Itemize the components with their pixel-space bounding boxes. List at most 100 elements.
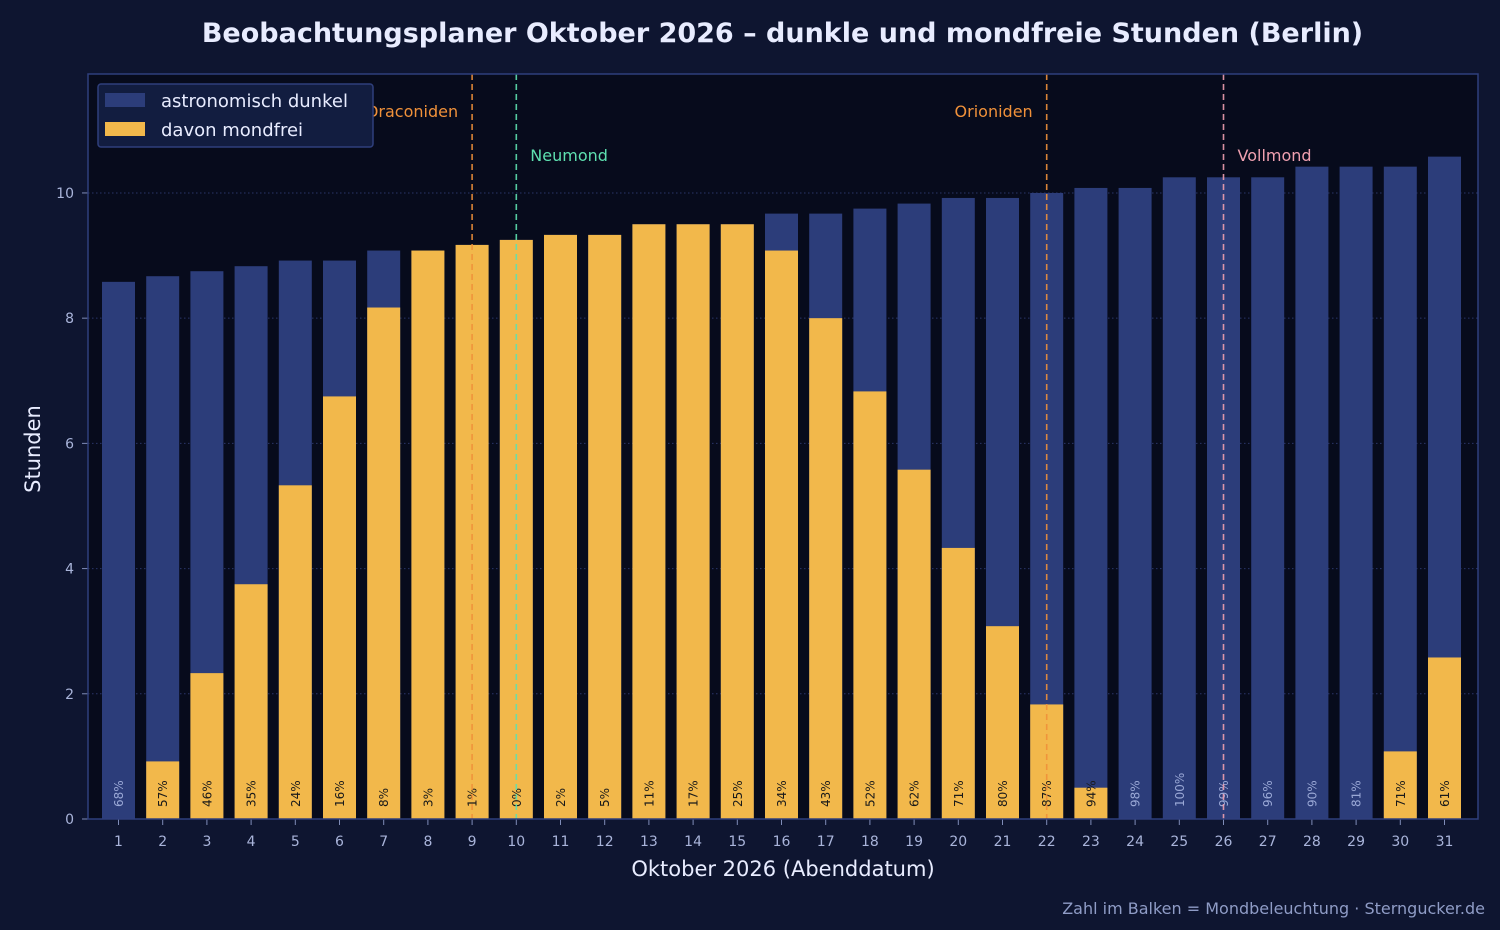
x-tick-label: 11 xyxy=(552,834,570,850)
x-axis-label: Oktober 2026 (Abenddatum) xyxy=(631,857,934,881)
bar-moonfree xyxy=(1428,657,1461,819)
bar-moonfree xyxy=(234,584,268,819)
x-tick-label: 15 xyxy=(728,834,746,850)
y-tick-label: 0 xyxy=(65,812,74,828)
moon-illumination-label: 2% xyxy=(554,788,568,807)
bar-moonfree xyxy=(323,396,356,819)
legend-label-moonfree: davon mondfrei xyxy=(161,120,303,141)
legend-box xyxy=(97,83,374,148)
bar-moonfree xyxy=(278,485,312,819)
x-tick-label: 13 xyxy=(640,834,658,850)
x-tick-label: 24 xyxy=(1126,834,1144,850)
moon-illumination-label: 90% xyxy=(1305,780,1319,807)
legend-label-dark: astronomisch dunkel xyxy=(161,91,348,112)
x-tick-label: 31 xyxy=(1436,834,1454,850)
bar-dark xyxy=(102,281,135,819)
moon-illumination-label: 80% xyxy=(996,780,1010,807)
x-tick-label: 10 xyxy=(507,834,525,850)
x-tick-label: 18 xyxy=(861,834,879,850)
x-tick-label: 21 xyxy=(994,834,1012,850)
legend: astronomisch dunkel davon mondfrei xyxy=(97,83,374,148)
bar-moonfree xyxy=(544,234,577,819)
moon-illumination-label: 3% xyxy=(421,788,435,807)
bar-moonfree xyxy=(1383,751,1417,819)
plot-frame xyxy=(87,73,1479,820)
moon-illumination-label: 99% xyxy=(1217,780,1231,807)
moon-illumination-label: 11% xyxy=(642,780,656,807)
moon-illumination-label: 87% xyxy=(1040,780,1054,807)
x-tick-label: 6 xyxy=(335,834,344,850)
y-tick-label: 10 xyxy=(56,186,74,202)
x-tick-label: 16 xyxy=(773,834,791,850)
x-tick-label: 9 xyxy=(468,834,477,850)
x-tick-label: 26 xyxy=(1215,834,1233,850)
bar-dark xyxy=(1118,187,1152,820)
bar-moonfree xyxy=(367,307,401,819)
legend-swatch-dark xyxy=(105,93,145,107)
chart-title: Beobachtungsplaner Oktober 2026 – dunkle… xyxy=(201,18,1364,49)
x-tick-label: 2 xyxy=(158,834,167,850)
x-tick-label: 25 xyxy=(1170,834,1188,850)
bar-moonfree xyxy=(588,234,622,819)
moon-illumination-label: 94% xyxy=(1084,780,1098,807)
bar-dark xyxy=(1339,166,1373,819)
y-tick-label: 4 xyxy=(65,562,74,578)
bar-dark xyxy=(1295,166,1329,819)
x-tick-label: 27 xyxy=(1259,834,1277,850)
bar-moonfree xyxy=(411,250,445,820)
event-label: Orioniden xyxy=(955,102,1033,121)
moon-illumination-label: 24% xyxy=(289,780,303,807)
event-label: Vollmond xyxy=(1238,146,1312,165)
moon-illumination-label: 61% xyxy=(1438,780,1452,807)
y-tick-label: 6 xyxy=(65,436,74,452)
x-tick-label: 1 xyxy=(114,834,123,850)
moon-illumination-label: 5% xyxy=(598,788,612,807)
moon-illumination-label: 71% xyxy=(952,780,966,807)
bar-dark xyxy=(1383,166,1417,819)
moon-illumination-label: 35% xyxy=(245,780,259,807)
bar-moonfree xyxy=(941,547,975,819)
moon-illumination-label: 16% xyxy=(333,780,347,807)
moon-illumination-label: 25% xyxy=(731,780,745,807)
bar-moonfree xyxy=(146,761,180,819)
moon-illumination-label: 98% xyxy=(1129,780,1143,807)
moon-illumination-label: 100% xyxy=(1173,773,1187,807)
moon-illumination-label: 46% xyxy=(200,780,214,807)
x-tick-label: 5 xyxy=(291,834,300,850)
moon-illumination-label: 43% xyxy=(819,780,833,807)
x-tick-label: 12 xyxy=(596,834,614,850)
moon-illumination-label: 62% xyxy=(908,780,922,807)
event-label: Neumond xyxy=(530,146,608,165)
bar-moonfree xyxy=(986,626,1019,819)
footer-note: Zahl im Balken = Mondbeleuchtung · Stern… xyxy=(1062,899,1485,918)
bar-dark xyxy=(1074,187,1108,820)
bar-dark xyxy=(146,276,180,819)
x-tick-label: 7 xyxy=(379,834,388,850)
x-tick-label: 28 xyxy=(1303,834,1321,850)
bar-moonfree xyxy=(897,469,931,819)
y-axis-label: Stunden xyxy=(21,405,45,493)
moon-illumination-label: 34% xyxy=(775,780,789,807)
bar-dark xyxy=(1162,177,1196,819)
moon-illumination-label: 52% xyxy=(863,780,877,807)
bar-moonfree xyxy=(676,224,710,820)
y-axis: 0 2 4 6 8 10 xyxy=(56,186,88,828)
moon-illumination-label: 96% xyxy=(1261,780,1275,807)
y-tick-label: 2 xyxy=(65,687,74,703)
moon-illumination-label: 81% xyxy=(1350,780,1364,807)
bar-moonfree xyxy=(853,391,887,819)
legend-swatch-moonfree xyxy=(105,122,145,136)
moon-illumination-label: 71% xyxy=(1394,780,1408,807)
bars: 68%57%46%35%24%16%8%3%1%0%2%5%11%17%25%3… xyxy=(102,156,1461,820)
x-tick-label: 19 xyxy=(905,834,923,850)
x-tick-label: 8 xyxy=(423,834,432,850)
bar-moonfree xyxy=(1074,787,1108,819)
x-tick-label: 22 xyxy=(1038,834,1056,850)
moon-illumination-label: 57% xyxy=(156,780,170,807)
moon-illumination-label: 17% xyxy=(687,780,701,807)
x-tick-label: 29 xyxy=(1347,834,1365,850)
x-tick-label: 4 xyxy=(247,834,256,850)
bar-moonfree xyxy=(190,673,224,819)
x-axis: 1 2 3 4 5 6 7 8 9 10 11 12 13 14 15 16 17 18 19 20 21 22 23 24 2… xyxy=(114,819,1453,850)
moon-illumination-label: 8% xyxy=(377,788,391,807)
